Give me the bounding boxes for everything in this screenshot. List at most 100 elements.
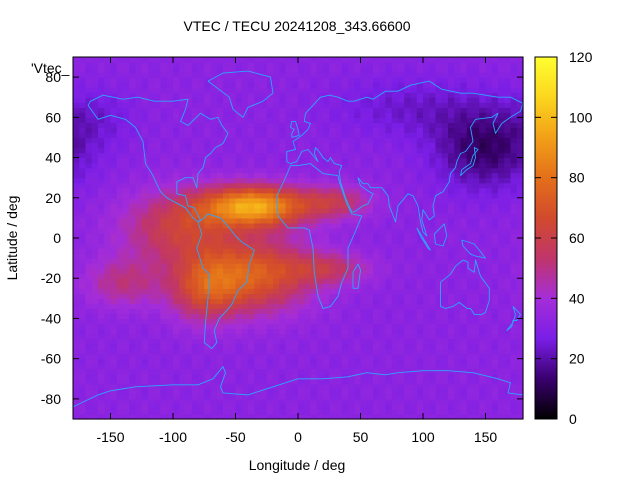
heatmap-cell <box>216 57 224 63</box>
heatmap-cell <box>354 383 362 390</box>
heatmap-cell <box>335 403 343 410</box>
heatmap-cell <box>454 248 462 254</box>
heatmap-cell <box>341 368 349 375</box>
heatmap-cell <box>329 248 337 254</box>
heatmap-cell <box>185 197 193 204</box>
heatmap-cell <box>379 273 387 279</box>
heatmap-cell <box>85 107 93 113</box>
heatmap-cell <box>248 278 255 284</box>
heatmap-cell <box>404 202 412 209</box>
heatmap-cell <box>379 303 387 309</box>
heatmap-cell <box>466 333 474 340</box>
heatmap-cell <box>279 258 287 264</box>
heatmap-cell <box>410 192 418 199</box>
heatmap-cell <box>148 248 155 254</box>
heatmap-cell <box>141 142 149 149</box>
heatmap-cell <box>104 177 112 184</box>
heatmap-cell <box>460 127 468 134</box>
heatmap-cell <box>404 363 412 370</box>
heatmap-cell <box>191 127 199 134</box>
heatmap-cell <box>254 157 262 164</box>
heatmap-cell <box>354 363 362 370</box>
heatmap-cell <box>291 313 299 320</box>
heatmap-cell <box>429 388 437 395</box>
heatmap-cell <box>348 77 355 83</box>
heatmap-cell <box>185 82 193 88</box>
heatmap-cell <box>148 112 155 118</box>
heatmap-cell <box>241 67 249 73</box>
heatmap-cell <box>179 117 187 123</box>
heatmap-cell <box>379 338 387 345</box>
heatmap-cell <box>498 137 505 144</box>
heatmap-cell <box>360 97 368 103</box>
heatmap-cell <box>360 313 368 320</box>
heatmap-cell <box>285 268 293 274</box>
heatmap-cell <box>416 278 424 284</box>
heatmap-cell <box>416 253 424 259</box>
heatmap-cell <box>160 157 168 164</box>
heatmap-cell <box>335 268 343 274</box>
heatmap-cell <box>298 197 305 204</box>
heatmap-cell <box>141 353 149 360</box>
heatmap-cell <box>335 202 343 209</box>
heatmap-cell <box>341 348 349 355</box>
heatmap-cell <box>223 192 230 199</box>
heatmap-cell <box>148 403 155 410</box>
heatmap-cell <box>148 293 155 299</box>
heatmap-cell <box>448 258 455 264</box>
heatmap-cell <box>485 217 493 224</box>
heatmap-cell <box>135 388 143 395</box>
heatmap-cell <box>498 147 505 154</box>
heatmap-cell <box>366 308 374 315</box>
heatmap-cell <box>435 388 443 395</box>
heatmap-cell <box>73 268 80 274</box>
heatmap-cell <box>91 263 99 269</box>
heatmap-cell <box>341 383 349 390</box>
heatmap-cell <box>410 72 418 78</box>
heatmap-cell <box>210 152 218 159</box>
heatmap-cell <box>460 87 468 93</box>
heatmap-cell <box>341 147 349 154</box>
heatmap-cell <box>273 343 280 350</box>
heatmap-cell <box>391 187 399 194</box>
heatmap-cell <box>304 293 312 299</box>
heatmap-cell <box>160 152 168 159</box>
heatmap-cell <box>373 112 380 118</box>
heatmap-cell <box>129 102 137 108</box>
heatmap-cell <box>329 62 337 68</box>
heatmap-cell <box>254 413 262 420</box>
heatmap-cell <box>416 318 424 325</box>
heatmap-cell <box>154 212 162 219</box>
heatmap-cell <box>504 358 512 365</box>
heatmap-cell <box>485 157 493 164</box>
heatmap-cell <box>123 107 130 113</box>
heatmap-cell <box>116 323 124 330</box>
heatmap-cell <box>391 67 399 73</box>
heatmap-cell <box>373 62 380 68</box>
heatmap-cell <box>241 378 249 385</box>
heatmap-cell <box>498 398 505 405</box>
heatmap-cell <box>166 293 174 299</box>
heatmap-cell <box>291 97 299 103</box>
heatmap-cell <box>191 278 199 284</box>
heatmap-cell <box>373 182 380 189</box>
heatmap-cell <box>141 202 149 209</box>
heatmap-cell <box>429 97 437 103</box>
heatmap-cell <box>429 217 437 224</box>
heatmap-cell <box>123 187 130 194</box>
heatmap-cell <box>454 67 462 73</box>
heatmap-cell <box>148 122 155 128</box>
heatmap-cell <box>254 112 262 118</box>
heatmap-cell <box>229 127 237 134</box>
heatmap-cell <box>160 232 168 239</box>
heatmap-cell <box>435 192 443 199</box>
heatmap-cell <box>116 273 124 279</box>
heatmap-cell <box>398 298 405 304</box>
heatmap-cell <box>266 112 274 118</box>
heatmap-cell <box>248 172 255 179</box>
heatmap-cell <box>179 147 187 154</box>
heatmap-cell <box>135 142 143 149</box>
heatmap-cell <box>73 353 80 360</box>
heatmap-cell <box>279 132 287 139</box>
heatmap-cell <box>460 358 468 365</box>
